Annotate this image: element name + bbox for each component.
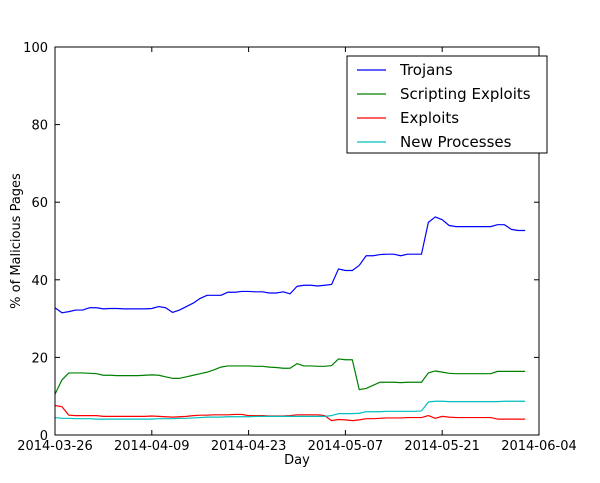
y-tick-label: 80 <box>31 119 48 134</box>
legend-label-scripting-exploits: Scripting Exploits <box>400 85 531 103</box>
y-tick-label: 0 <box>40 429 48 444</box>
legend-label-new-processes: New Processes <box>400 133 512 151</box>
y-tick-label: 20 <box>31 351 48 366</box>
x-tick-label: 2014-06-04 <box>501 439 577 454</box>
series-line-exploits <box>54 404 526 422</box>
x-tick-label: 2014-05-21 <box>404 439 480 454</box>
plot-frame <box>54 46 540 436</box>
legend-label-trojans: Trojans <box>399 61 453 79</box>
legend-box <box>346 55 548 154</box>
legend: Trojans Scripting Exploits Exploits New … <box>346 55 548 154</box>
x-tick-label: 2014-04-09 <box>114 439 190 454</box>
series-layer <box>54 216 526 422</box>
series-line-new-processes <box>54 400 526 420</box>
x-tick-label: 2014-03-26 <box>17 439 93 454</box>
legend-label-exploits: Exploits <box>400 109 459 127</box>
x-axis-label: Day <box>284 453 310 468</box>
x-tick-label: 2014-05-07 <box>308 439 384 454</box>
x-tick-label: 2014-04-23 <box>211 439 287 454</box>
y-tick-label: 60 <box>31 196 48 211</box>
y-axis-label: % of Malicious Pages <box>9 173 24 309</box>
series-line-trojans <box>54 216 526 314</box>
series-line-scripting-exploits <box>54 358 526 395</box>
y-tick-label: 40 <box>31 274 48 289</box>
ticks-layer: 2014-03-26 2014-04-09 2014-04-23 2014-05-07… <box>17 41 577 454</box>
y-tick-label: 100 <box>23 41 48 56</box>
